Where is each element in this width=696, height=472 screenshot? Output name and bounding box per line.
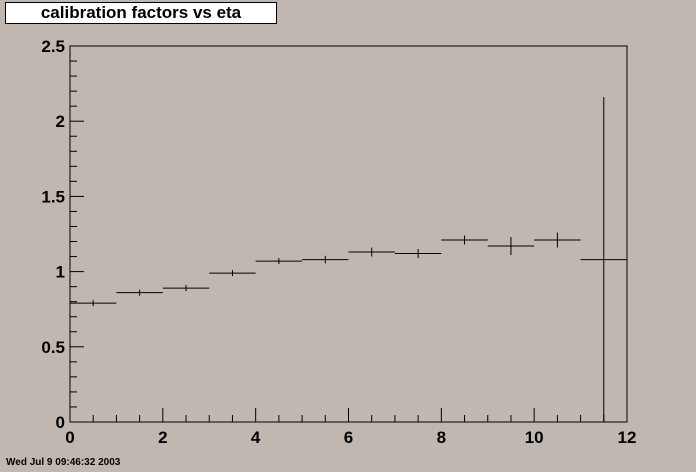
plot-frame [69, 45, 628, 423]
x-tick-label: 4 [251, 428, 261, 447]
y-tick-label: 0.5 [41, 338, 65, 357]
data-point [487, 237, 535, 256]
data-point [116, 289, 163, 296]
timestamp: Wed Jul 9 09:46:32 2003 [6, 457, 121, 468]
data-point [255, 258, 303, 265]
data-point [394, 249, 442, 259]
x-tick-label: 6 [344, 428, 353, 447]
y-tick-label: 2.5 [41, 37, 65, 56]
x-tick-label: 8 [437, 428, 446, 447]
data-series [70, 97, 627, 422]
x-tick-label: 10 [525, 428, 544, 447]
chart-title: calibration factors vs eta [5, 2, 277, 24]
y-tick-label: 0 [56, 413, 65, 432]
y-axis: 0 0.5 1 1.5 2 2.5 [41, 37, 84, 432]
data-point [70, 300, 117, 307]
x-axis: 0 2 4 6 8 10 12 [65, 408, 636, 447]
data-point [534, 232, 581, 248]
data-point [441, 235, 488, 245]
data-point [162, 285, 210, 292]
data-point [209, 270, 256, 277]
y-tick-label: 2 [56, 112, 65, 131]
data-point [580, 97, 627, 422]
data-point [348, 247, 395, 257]
x-tick-label: 12 [618, 428, 637, 447]
data-point [302, 255, 349, 264]
x-tick-label: 0 [65, 428, 74, 447]
y-tick-label: 1.5 [41, 187, 65, 206]
x-tick-label: 2 [158, 428, 167, 447]
y-tick-label: 1 [56, 263, 65, 282]
